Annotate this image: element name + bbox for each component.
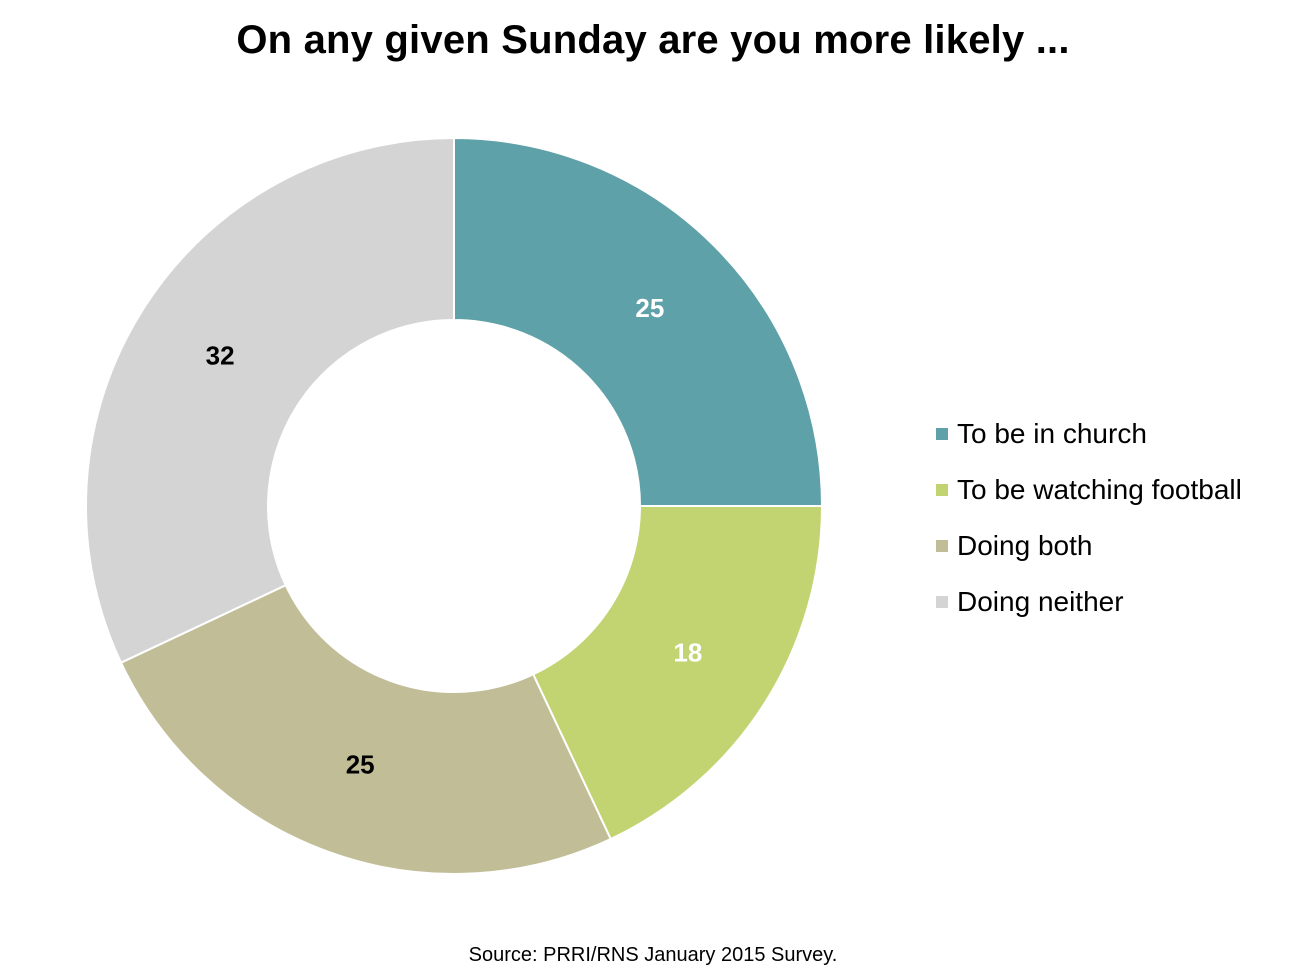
legend-swatch-neither (936, 596, 948, 608)
chart-legend: To be in church To be watching football … (936, 406, 1242, 630)
data-label-both: 25 (346, 749, 375, 779)
legend-item-neither: Doing neither (936, 574, 1242, 630)
legend-item-both: Doing both (936, 518, 1242, 574)
legend-label-neither: Doing neither (957, 586, 1124, 617)
donut-slice-church (453, 136, 824, 507)
legend-swatch-both (936, 540, 948, 552)
data-label-football: 18 (673, 637, 702, 667)
chart-title: On any given Sunday are you more likely … (236, 18, 1070, 62)
legend-swatch-church (936, 428, 948, 440)
data-label-church: 25 (635, 293, 664, 323)
legend-label-church: To be in church (957, 418, 1147, 449)
donut-slice-football (531, 505, 824, 841)
source-note: Source: PRRI/RNS January 2015 Survey. (468, 944, 838, 966)
legend-swatch-football (936, 484, 948, 496)
legend-label-football: To be watching football (957, 474, 1242, 505)
data-label-neither: 32 (206, 340, 235, 370)
legend-item-church: To be in church (936, 406, 1242, 462)
legend-label-both: Doing both (957, 530, 1093, 561)
legend-item-football: To be watching football (936, 462, 1242, 518)
donut-slice-both (119, 583, 613, 875)
donut-slice-neither (85, 136, 455, 665)
